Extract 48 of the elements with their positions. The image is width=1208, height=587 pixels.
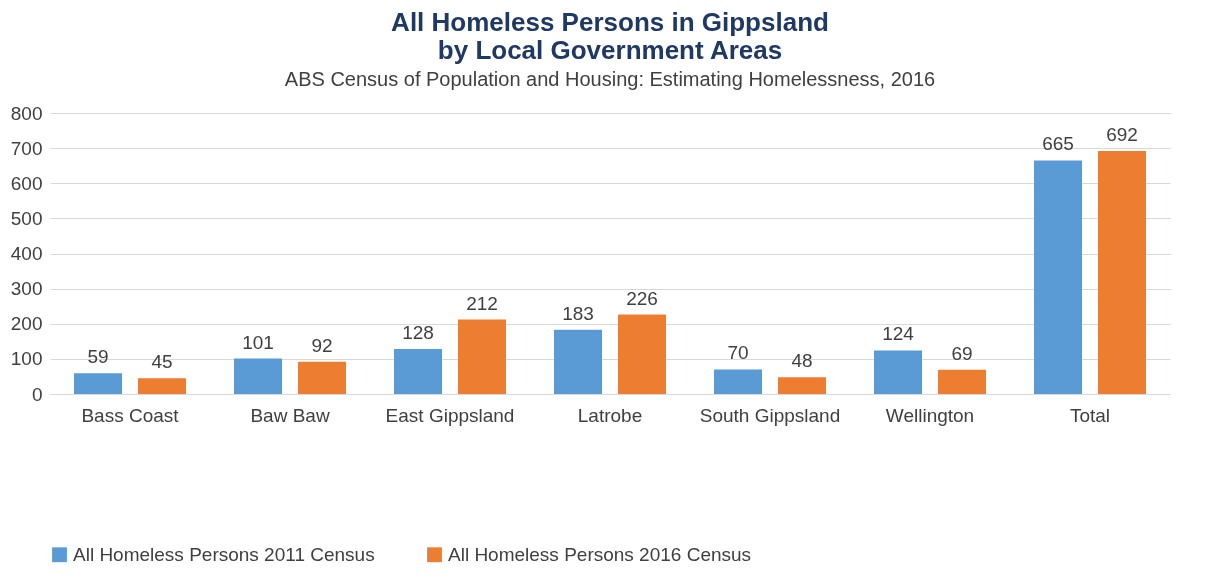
data-label: 45 <box>151 351 173 373</box>
chart-subtitle: ABS Census of Population and Housing: Estimating Homelessness, 2016 <box>284 68 936 90</box>
y-tick-label: 600 <box>10 172 43 194</box>
bar <box>394 349 442 394</box>
data-label: 665 <box>1042 133 1074 155</box>
y-tick-label: 300 <box>10 278 43 300</box>
legend-label: All Homeless Persons 2016 Census <box>448 543 752 565</box>
data-label: 101 <box>242 331 274 353</box>
y-tick-label: 500 <box>10 207 43 229</box>
bar <box>778 377 826 394</box>
chart-title: All Homeless Persons in Gippsland by Local Government Areas <box>391 7 829 65</box>
bar <box>554 329 602 394</box>
data-label: 70 <box>727 342 749 364</box>
bar <box>938 369 986 394</box>
bar <box>298 361 346 394</box>
y-tick-label: 800 <box>10 102 43 124</box>
y-tick-label: 700 <box>10 137 43 159</box>
x-tick-label: Latrobe <box>577 404 643 426</box>
x-tick-label: East Gippsland <box>385 404 515 426</box>
legend-label: All Homeless Persons 2011 Census <box>73 543 375 565</box>
data-label: 226 <box>626 287 658 309</box>
y-tick-label: 0 <box>31 383 43 405</box>
data-label: 183 <box>562 302 594 324</box>
x-tick-label: Baw Baw <box>250 404 330 426</box>
bar <box>1034 160 1082 394</box>
y-tick-label: 100 <box>10 348 43 370</box>
x-tick-label: Wellington <box>885 404 975 426</box>
y-tick-label: 400 <box>10 243 43 264</box>
bar <box>714 369 762 394</box>
x-tick-label: South Gippsland <box>699 404 841 426</box>
data-label: 69 <box>951 342 973 364</box>
bar <box>138 378 186 394</box>
data-label: 692 <box>1106 123 1138 145</box>
data-label: 59 <box>87 346 109 368</box>
bar <box>74 373 122 394</box>
data-label: 48 <box>791 350 813 372</box>
y-tick-label: 200 <box>10 313 43 335</box>
x-tick-label: Total <box>1069 404 1111 426</box>
bar <box>618 314 666 394</box>
data-label: 128 <box>402 322 434 344</box>
bar <box>1098 150 1146 394</box>
data-label: 124 <box>882 323 915 345</box>
bar <box>458 319 506 394</box>
data-label: 92 <box>311 334 333 356</box>
data-label: 212 <box>466 292 498 314</box>
bar <box>874 350 922 394</box>
x-tick-label: Bass Coast <box>81 404 180 426</box>
bar <box>234 358 282 394</box>
